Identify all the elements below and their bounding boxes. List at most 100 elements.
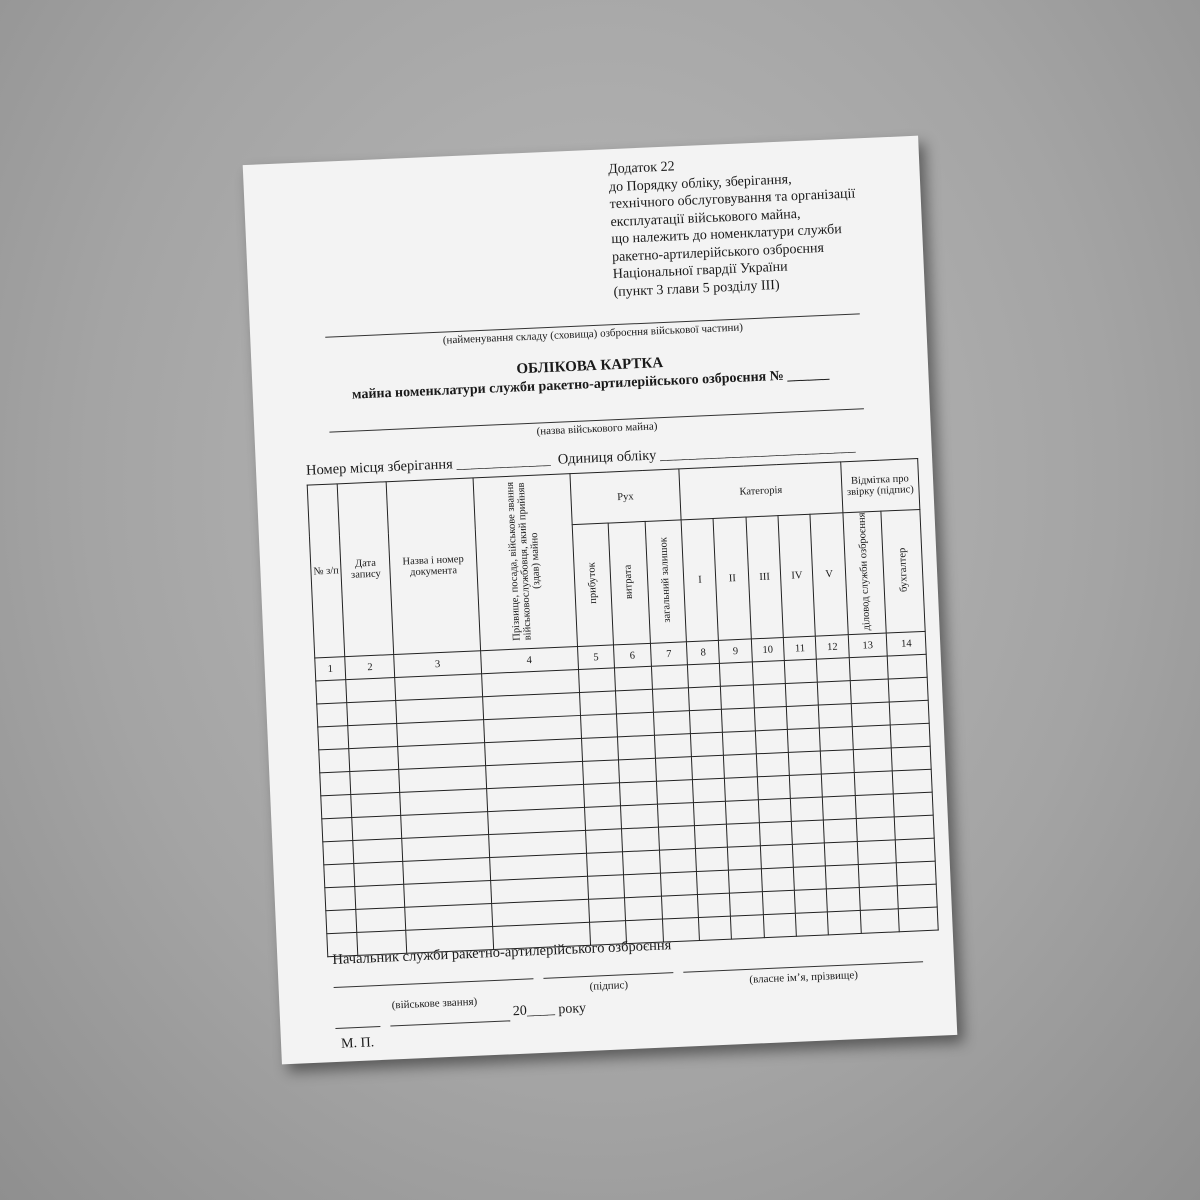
- table-cell[interactable]: [619, 781, 658, 806]
- table-cell[interactable]: [795, 911, 829, 937]
- table-cell[interactable]: [849, 679, 890, 704]
- table-cell[interactable]: [852, 725, 892, 750]
- table-cell[interactable]: [618, 758, 657, 783]
- table-cell[interactable]: [752, 660, 786, 685]
- table-cell[interactable]: [695, 847, 729, 872]
- table-cell[interactable]: [721, 707, 756, 733]
- table-cell[interactable]: [350, 792, 401, 818]
- table-cell[interactable]: [856, 816, 896, 842]
- table-cell[interactable]: [822, 795, 857, 821]
- table-cell[interactable]: [654, 733, 692, 759]
- month-line[interactable]: [390, 1020, 511, 1027]
- table-cell[interactable]: [850, 702, 891, 727]
- table-cell[interactable]: [321, 817, 353, 842]
- table-cell[interactable]: [754, 706, 788, 731]
- table-cell[interactable]: [315, 679, 347, 705]
- table-cell[interactable]: [824, 841, 859, 867]
- table-cell[interactable]: [730, 914, 765, 940]
- table-cell[interactable]: [325, 909, 358, 934]
- table-cell[interactable]: [820, 749, 855, 775]
- table-cell[interactable]: [790, 797, 824, 822]
- table-cell[interactable]: [818, 703, 853, 729]
- table-cell[interactable]: [757, 775, 791, 800]
- table-cell[interactable]: [623, 873, 662, 898]
- table-cell[interactable]: [697, 893, 731, 918]
- table-cell[interactable]: [691, 755, 725, 780]
- table-cell[interactable]: [858, 862, 898, 888]
- table-cell[interactable]: [888, 677, 929, 703]
- table-cell[interactable]: [895, 838, 936, 863]
- table-cell[interactable]: [614, 666, 653, 691]
- table-cell[interactable]: [693, 801, 727, 826]
- rank-line[interactable]: [333, 978, 534, 988]
- table-cell[interactable]: [689, 709, 723, 734]
- table-cell[interactable]: [345, 677, 396, 703]
- table-cell[interactable]: [578, 668, 616, 693]
- table-cell[interactable]: [821, 772, 856, 798]
- table-cell[interactable]: [898, 907, 939, 932]
- table-cell[interactable]: [356, 907, 406, 933]
- table-cell[interactable]: [323, 863, 356, 888]
- table-cell[interactable]: [324, 886, 357, 911]
- table-cell[interactable]: [723, 753, 758, 779]
- table-cell[interactable]: [588, 897, 626, 923]
- table-cell[interactable]: [727, 845, 762, 871]
- table-cell[interactable]: [653, 710, 691, 736]
- table-cell[interactable]: [848, 656, 889, 681]
- table-cell[interactable]: [860, 908, 900, 934]
- table-cell[interactable]: [660, 871, 698, 897]
- table-cell[interactable]: [817, 680, 851, 706]
- table-cell[interactable]: [316, 702, 348, 728]
- table-cell[interactable]: [762, 890, 796, 915]
- table-cell[interactable]: [792, 843, 826, 868]
- table-cell[interactable]: [725, 799, 760, 825]
- table-cell[interactable]: [892, 769, 933, 794]
- table-cell[interactable]: [319, 771, 351, 796]
- table-cell[interactable]: [756, 752, 790, 777]
- table-cell[interactable]: [784, 659, 818, 684]
- table-cell[interactable]: [585, 828, 623, 854]
- table-cell[interactable]: [696, 870, 730, 895]
- table-cell[interactable]: [896, 861, 937, 886]
- table-cell[interactable]: [659, 848, 697, 874]
- table-cell[interactable]: [581, 736, 619, 762]
- table-cell[interactable]: [652, 687, 690, 713]
- table-cell[interactable]: [651, 664, 689, 690]
- table-cell[interactable]: [347, 723, 398, 749]
- table-cell[interactable]: [617, 735, 656, 760]
- table-cell[interactable]: [793, 866, 827, 891]
- table-cell[interactable]: [579, 690, 617, 716]
- table-cell[interactable]: [826, 887, 861, 912]
- table-cell[interactable]: [791, 820, 825, 845]
- table-cell[interactable]: [655, 756, 693, 782]
- table-cell[interactable]: [624, 896, 663, 921]
- table-cell[interactable]: [855, 793, 895, 819]
- table-cell[interactable]: [890, 723, 931, 749]
- table-cell[interactable]: [348, 746, 399, 772]
- table-cell[interactable]: [353, 861, 404, 887]
- table-cell[interactable]: [583, 782, 621, 808]
- table-cell[interactable]: [761, 867, 795, 892]
- table-cell[interactable]: [891, 746, 932, 771]
- table-cell[interactable]: [729, 891, 764, 917]
- table-cell[interactable]: [853, 748, 893, 773]
- table-cell[interactable]: [586, 851, 624, 877]
- table-cell[interactable]: [785, 682, 819, 707]
- table-cell[interactable]: [787, 728, 821, 753]
- table-cell[interactable]: [352, 838, 403, 864]
- table-cell[interactable]: [351, 815, 402, 841]
- table-cell[interactable]: [759, 821, 793, 846]
- table-cell[interactable]: [687, 663, 721, 688]
- table-cell[interactable]: [893, 792, 934, 817]
- table-cell[interactable]: [355, 884, 405, 910]
- table-cell[interactable]: [621, 827, 660, 852]
- table-cell[interactable]: [897, 884, 938, 909]
- table-cell[interactable]: [661, 894, 699, 920]
- day-line[interactable]: [335, 1025, 381, 1029]
- table-cell[interactable]: [726, 822, 761, 848]
- table-cell[interactable]: [894, 815, 935, 840]
- table-cell[interactable]: [346, 700, 397, 726]
- table-cell[interactable]: [854, 770, 894, 796]
- table-cell[interactable]: [690, 732, 724, 757]
- table-cell[interactable]: [728, 868, 763, 894]
